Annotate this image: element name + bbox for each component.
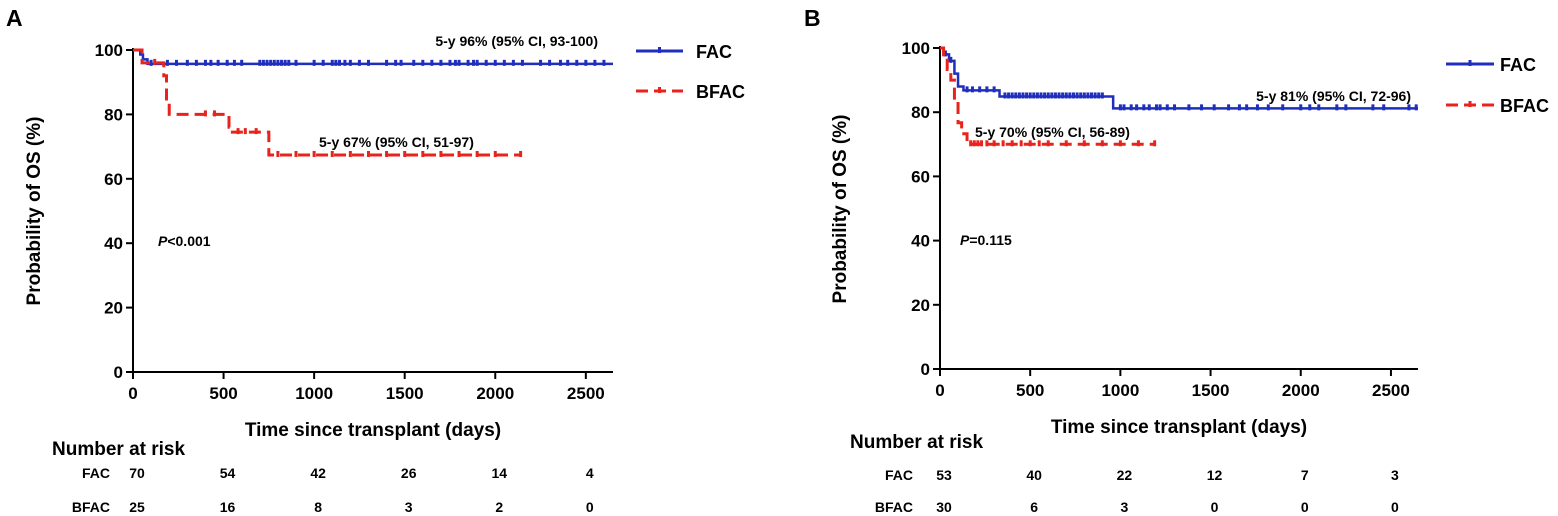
risk-cell: 26: [401, 465, 417, 481]
risk-row-label: FAC: [82, 465, 110, 481]
x-tick-label: 1000: [295, 384, 333, 403]
risk-cell: 22: [1117, 467, 1133, 483]
risk-cell: 53: [936, 467, 952, 483]
x-tick-label: 2000: [1282, 381, 1320, 400]
y-tick-label: 60: [911, 167, 930, 186]
risk-cell: 0: [1301, 499, 1309, 515]
risk-cell: 3: [1120, 499, 1128, 515]
risk-cell: 0: [1211, 499, 1219, 515]
legend-label-fac: FAC: [1500, 55, 1536, 75]
series-fac: [940, 46, 1418, 111]
series-bfac: [940, 46, 1157, 147]
survival-annotation: 5-y 96% (95% CI, 93-100): [435, 33, 598, 49]
x-tick-label: 2500: [567, 384, 605, 403]
risk-cell: 3: [405, 499, 413, 515]
y-axis-title: Probability of OS (%): [24, 117, 45, 306]
risk-row-label: BFAC: [72, 499, 110, 515]
risk-cell: 0: [1391, 499, 1399, 515]
x-axis-title: Time since transplant (days): [245, 420, 501, 441]
risk-cell: 4: [586, 465, 594, 481]
y-tick-label: 0: [921, 360, 930, 379]
x-tick-label: 2500: [1372, 381, 1410, 400]
risk-cell: 12: [1207, 467, 1223, 483]
y-tick-label: 80: [911, 103, 930, 122]
x-tick-label: 0: [935, 381, 944, 400]
risk-cell: 6: [1030, 499, 1038, 515]
risk-cell: 2: [495, 499, 503, 515]
x-tick-label: 1500: [386, 384, 424, 403]
p-value-symbol: P: [960, 232, 970, 248]
x-tick-label: 2000: [476, 384, 514, 403]
legend-label-bfac: BFAC: [696, 82, 745, 102]
risk-cell: 40: [1026, 467, 1042, 483]
risk-cell: 7: [1301, 467, 1309, 483]
survival-annotation: 5-y 67% (95% CI, 51-97): [319, 134, 474, 150]
p-value-text: =0.115: [969, 232, 1012, 248]
x-tick-label: 500: [1016, 381, 1044, 400]
risk-cell: 3: [1391, 467, 1399, 483]
x-axis-title: Time since transplant (days): [1051, 417, 1307, 438]
survival-annotation: 5-y 81% (95% CI, 72-96): [1256, 88, 1411, 104]
risk-cell: 54: [220, 465, 236, 481]
risk-cell: 16: [220, 499, 236, 515]
survival-curve-bfac: [940, 46, 1155, 146]
legend-label-bfac: BFAC: [1500, 96, 1549, 116]
risk-cell: 25: [129, 499, 145, 515]
series-bfac: [133, 48, 523, 157]
p-value-text: <0.001: [167, 233, 210, 249]
y-tick-label: 40: [104, 234, 123, 253]
y-tick-label: 40: [911, 232, 930, 251]
risk-cell: 0: [586, 499, 594, 515]
x-tick-label: 0: [128, 384, 137, 403]
y-tick-label: 100: [95, 41, 123, 60]
y-tick-label: 20: [911, 296, 930, 315]
panel-label: B: [804, 5, 821, 31]
series-fac: [133, 48, 613, 66]
y-tick-label: 0: [114, 363, 123, 382]
risk-cell: 30: [936, 499, 952, 515]
y-tick-label: 80: [104, 105, 123, 124]
y-tick-label: 100: [902, 39, 930, 58]
legend-label-fac: FAC: [696, 42, 732, 62]
p-value-symbol: P: [158, 233, 168, 249]
risk-cell: 8: [314, 499, 322, 515]
risk-cell: 14: [491, 465, 507, 481]
p-value: P=0.115: [960, 232, 1012, 248]
p-value: P<0.001: [158, 233, 211, 249]
y-tick-label: 60: [104, 170, 123, 189]
x-tick-label: 1500: [1192, 381, 1230, 400]
panel-label: A: [6, 5, 23, 31]
y-axis-title: Probability of OS (%): [830, 115, 851, 304]
risk-table-title: Number at risk: [850, 432, 983, 453]
risk-cell: 42: [310, 465, 326, 481]
survival-annotation: 5-y 70% (95% CI, 56-89): [975, 124, 1130, 140]
x-tick-label: 500: [209, 384, 237, 403]
risk-row-label: BFAC: [875, 499, 913, 515]
y-tick-label: 20: [104, 299, 123, 318]
risk-row-label: FAC: [885, 467, 913, 483]
survival-curve-bfac: [133, 48, 521, 157]
risk-table-title: Number at risk: [52, 439, 185, 460]
risk-cell: 70: [129, 465, 145, 481]
x-tick-label: 1000: [1101, 381, 1139, 400]
